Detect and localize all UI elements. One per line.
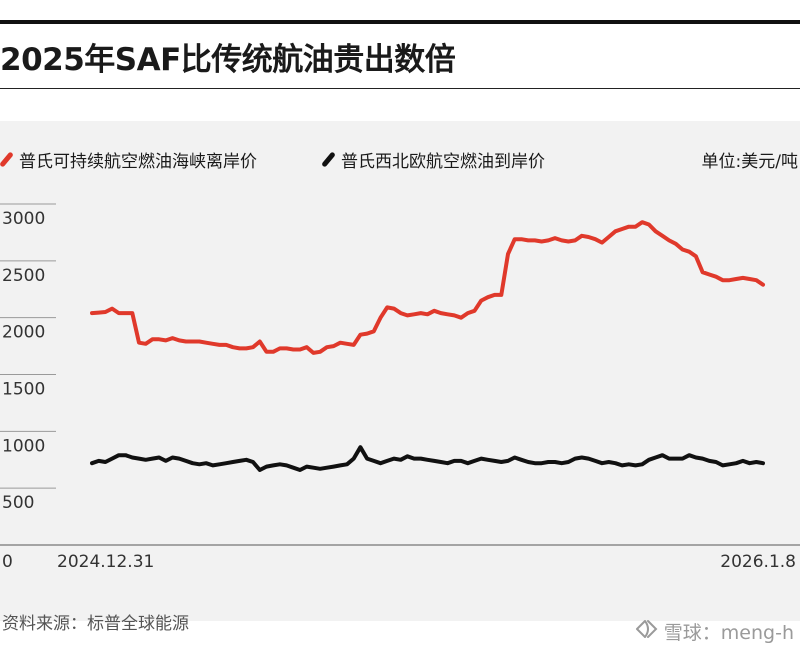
x-tick-label-start: 2024.12.31	[57, 552, 154, 572]
y-tick-label-1000: 1000	[2, 436, 45, 456]
legend-label-jet-fuel: 普氏西北欧航空燃油到岸价	[341, 152, 545, 172]
unit-label: 单位:美元/吨	[701, 152, 798, 172]
legend-label-saf: 普氏可持续航空燃油海峡离岸价	[19, 152, 257, 172]
y-tick-label-2000: 2000	[2, 323, 45, 343]
xueqiu-logo-icon	[634, 618, 660, 645]
chart-title: 2025年SAF比传统航油贵出数倍	[0, 42, 456, 78]
y-tick-label-500: 500	[2, 493, 34, 513]
chart-panel	[0, 121, 800, 621]
source-note: 资料来源：标普全球能源	[2, 614, 189, 634]
watermark: 雪球：meng-h	[634, 618, 794, 645]
x-tick-label-end: 2026.1.8	[720, 552, 796, 572]
y-tick-label-1500: 1500	[2, 380, 45, 400]
legend-item-jet-fuel: 普氏西北欧航空燃油到岸价	[321, 147, 545, 172]
line-chart: 0 500 1000 1500 2000 2500 3000 2024.12.31 2026.1…	[0, 203, 800, 572]
legend-item-saf: 普氏可持续航空燃油海峡离岸价	[0, 147, 257, 172]
series-line-saf	[90, 220, 765, 355]
series-line-jet-fuel	[90, 445, 765, 472]
y-tick-label-0: 0	[2, 552, 13, 572]
top-rule	[0, 20, 800, 24]
y-tick-label-2500: 2500	[2, 266, 45, 286]
y-tick-label-3000: 3000	[2, 209, 45, 229]
watermark-text: 雪球：meng-h	[663, 622, 794, 644]
title-divider	[0, 88, 800, 89]
